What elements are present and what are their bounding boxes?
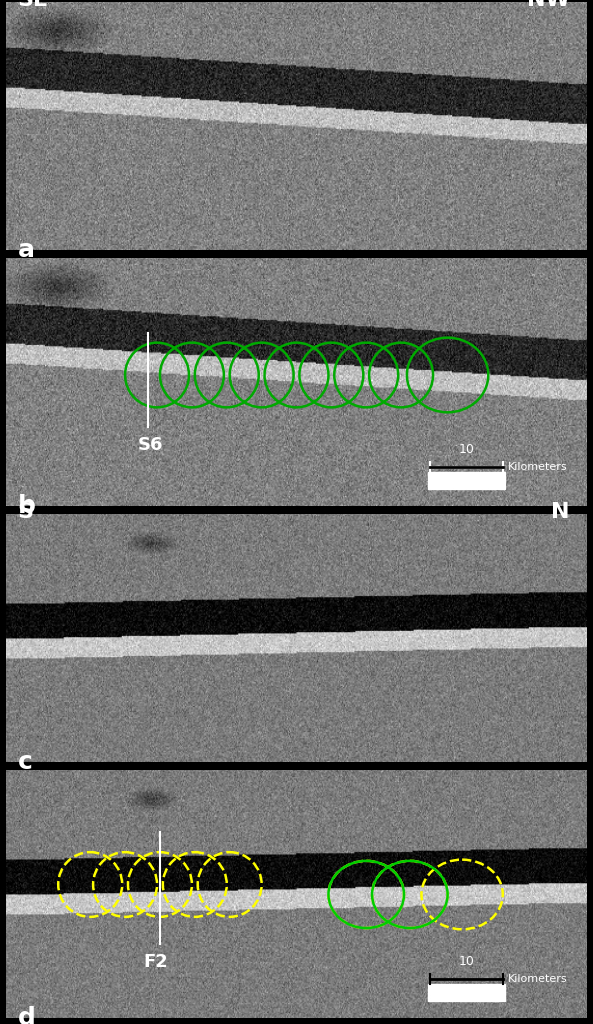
Text: 10: 10 [458, 442, 474, 456]
Text: N: N [551, 502, 570, 521]
Text: d: d [18, 1007, 36, 1024]
Text: Kilometers: Kilometers [508, 462, 568, 472]
Text: NW: NW [527, 0, 570, 9]
Text: S6: S6 [138, 435, 164, 454]
Text: Kilometers: Kilometers [508, 974, 568, 984]
Text: SE: SE [18, 0, 49, 9]
Text: S: S [18, 502, 34, 521]
Text: F2: F2 [144, 952, 168, 971]
Text: c: c [18, 751, 33, 774]
Text: b: b [18, 495, 36, 518]
Text: 10: 10 [458, 954, 474, 968]
Text: a: a [18, 239, 34, 262]
FancyBboxPatch shape [428, 472, 505, 489]
FancyBboxPatch shape [428, 984, 505, 1001]
